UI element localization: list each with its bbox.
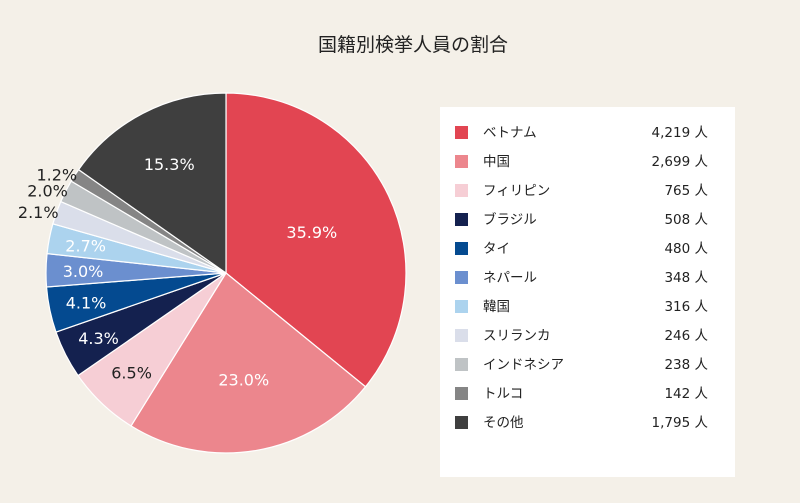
legend-item: ネパール 348 人 — [440, 268, 735, 288]
slice-percent-label: 35.9% — [286, 223, 337, 242]
legend: ベトナム 4,219 人中国 2,699 人フィリピン 765 人ブラジル 508 人タ… — [440, 107, 735, 477]
legend-label: 中国 — [483, 154, 510, 170]
legend-item: タイ 480 人 — [440, 239, 735, 259]
legend-label: トルコ — [483, 386, 524, 402]
legend-item: ベトナム 4,219 人 — [440, 123, 735, 143]
pie-chart: 35.9% 23.0% 6.5% 4.3% 4.1% 3.0% 2.7% 2.1% 2.0%1.… — [18, 92, 407, 454]
legend-value: 142 人 — [664, 386, 708, 402]
legend-item: トルコ 142 人 — [440, 384, 735, 404]
legend-label: ブラジル — [483, 212, 537, 228]
legend-swatch — [455, 271, 468, 284]
legend-swatch — [455, 416, 468, 429]
legend-label: その他 — [483, 415, 524, 431]
legend-item: フィリピン 765 人 — [440, 181, 735, 201]
legend-swatch — [455, 358, 468, 371]
legend-value: 508 人 — [664, 212, 708, 228]
legend-item: 韓国 316 人 — [440, 297, 735, 317]
legend-label: ベトナム — [483, 125, 537, 141]
legend-item: ブラジル 508 人 — [440, 210, 735, 230]
legend-item: インドネシア 238 人 — [440, 355, 735, 375]
legend-swatch — [455, 155, 468, 168]
pie-slice — [77, 92, 227, 275]
legend-value: 4,219 人 — [651, 125, 708, 141]
legend-value: 1,795 人 — [651, 415, 708, 431]
legend-label: ネパール — [483, 270, 537, 286]
legend-value: 765 人 — [664, 183, 708, 199]
pie-slice — [225, 92, 407, 388]
legend-value: 2,699 人 — [651, 154, 708, 170]
legend-label: インドネシア — [483, 357, 564, 373]
legend-value: 348 人 — [664, 270, 708, 286]
legend-swatch — [455, 387, 468, 400]
legend-swatch — [455, 213, 468, 226]
legend-swatch — [455, 300, 468, 313]
slice-percent-label: 23.0% — [218, 371, 269, 390]
legend-value: 480 人 — [664, 241, 708, 257]
slice-percent-label: 2.1% — [18, 203, 59, 222]
legend-swatch — [455, 126, 468, 139]
slice-percent-label: 2.7% — [65, 237, 106, 256]
chart-title: 国籍別検挙人員の割合 — [317, 34, 508, 56]
slice-percent-label: 4.3% — [78, 329, 119, 348]
legend-value: 246 人 — [664, 328, 708, 344]
legend-item: 中国 2,699 人 — [440, 152, 735, 172]
legend-swatch — [455, 184, 468, 197]
legend-label: タイ — [483, 241, 510, 257]
legend-item: スリランカ 246 人 — [440, 326, 735, 346]
legend-swatch — [455, 242, 468, 255]
slice-percent-label: 6.5% — [111, 363, 152, 382]
legend-item: その他 1,795 人 — [440, 413, 735, 433]
pie-slice — [130, 272, 367, 454]
slice-percent-label: 4.1% — [66, 293, 107, 312]
legend-label: 韓国 — [483, 299, 510, 315]
slice-percent-label: 2.0% — [27, 181, 68, 200]
legend-swatch — [455, 329, 468, 342]
slice-percent-label: 3.0% — [63, 262, 104, 281]
legend-label: フィリピン — [483, 183, 551, 199]
slice-percent-label: 15.3% — [144, 155, 195, 174]
legend-value: 238 人 — [664, 357, 708, 373]
legend-label: スリランカ — [483, 328, 551, 344]
slice-percent-label: 1.2% — [36, 165, 77, 184]
legend-value: 316 人 — [664, 299, 708, 315]
